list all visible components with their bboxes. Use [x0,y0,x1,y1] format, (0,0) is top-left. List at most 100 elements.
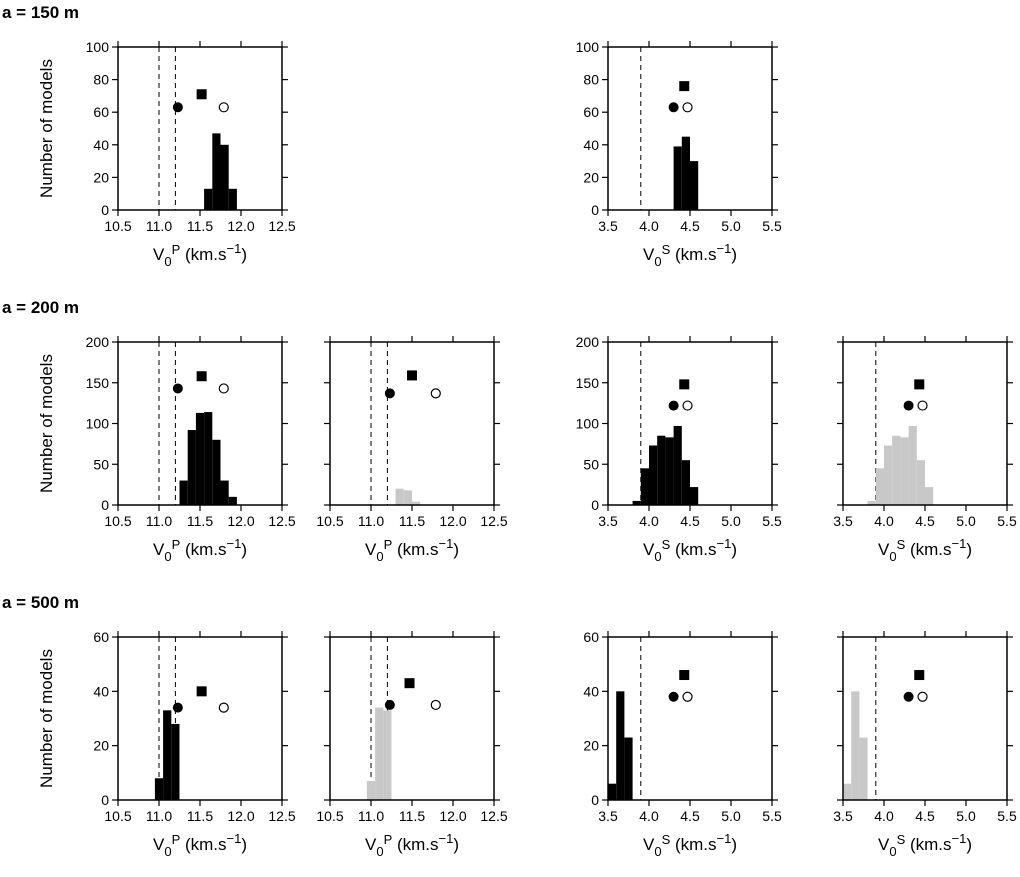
x-tick-label: 10.5 [316,808,343,824]
bar [673,146,682,210]
x-axis-label-part: ) [241,245,247,264]
x-tick-label: 11.5 [399,808,425,824]
x-axis-label: V0P (km.s−1) [365,536,459,564]
bar [228,188,237,210]
x-axis-label-part: −1 [227,536,242,551]
x-tick-label: 3.5 [598,513,618,529]
x-tick-label: 12.0 [227,218,254,234]
panel: 3.5 4.0 4.5 5.0 5.5 V0S (km.s−1) [833,631,1017,859]
marker-open-circle [218,102,229,113]
marker-filled-circle [903,691,914,702]
x-axis-label-part: V [878,835,890,854]
bar [220,144,229,210]
y-axis-label: Number of models [37,59,56,198]
bar [228,496,237,505]
x-axis-label-part: 0 [376,549,383,564]
x-axis-label-part: (km.s [670,835,716,854]
x-axis-label-part: V [153,540,165,559]
y-tick-label: 40 [93,137,109,153]
x-axis-label-part: (km.s [670,540,716,559]
marker-open-circle [917,691,928,702]
panel: 3.5 4.0 4.5 5.0 5.5 V0S (km.s−1) [833,336,1017,564]
x-tick-label: 11.0 [358,513,384,529]
y-tick-label: 40 [93,683,109,699]
x-axis-label-part: V [153,835,165,854]
bar [867,500,876,505]
x-tick-label: 12.5 [480,513,507,529]
x-tick-label: 4.5 [915,808,935,824]
bar [916,460,925,505]
x-tick-label: 5.0 [956,513,976,529]
x-tick-label: 5.0 [721,218,741,234]
bar [624,737,633,800]
x-tick-label: 12.0 [227,513,254,529]
bar [212,133,221,210]
frame [117,636,283,801]
y-tick-label: 20 [93,738,109,754]
bar [412,501,421,505]
x-axis-label-part: (km.s [180,835,226,854]
x-axis-label-part: −1 [439,536,454,551]
x-axis-label-part: S [897,832,906,847]
bar [195,412,205,505]
marker-square [196,686,207,697]
bar [403,490,412,505]
x-axis-label-part: −1 [439,831,454,846]
bar [179,480,188,505]
bar [608,783,617,800]
bar [657,435,666,505]
x-axis-label-part: 0 [654,549,661,564]
x-tick-label: 4.5 [915,513,935,529]
y-tick-label: 50 [583,456,599,472]
x-axis-label-part: P [384,537,393,552]
x-axis-label-part: 0 [164,254,171,269]
marker-filled-circle [903,400,914,411]
x-tick-label: 4.5 [680,513,700,529]
y-tick-label: 60 [583,629,599,645]
y-tick-label: 40 [583,137,599,153]
x-axis-label-part: −1 [227,241,242,256]
x-axis-label: V0P (km.s−1) [365,831,459,859]
bar [900,437,909,505]
row-title: a = 200 m [2,298,79,317]
bar [908,425,917,505]
bar [690,487,699,505]
x-axis-label-part: ) [453,835,459,854]
x-axis-label: V0P (km.s−1) [153,241,247,269]
bar [690,161,699,210]
x-axis-label-part: V [365,540,377,559]
marker-filled-circle [172,102,183,113]
x-axis-label-part: (km.s [670,245,716,264]
x-axis-label-part: S [662,537,671,552]
x-axis-label-part: ) [966,540,972,559]
x-axis-label-part: V [365,835,377,854]
x-axis-label-part: V [643,835,655,854]
x-axis-label-part: (km.s [392,835,438,854]
x-axis-label-part: 0 [654,254,661,269]
panel: 10.5 11.0 11.5 12.0 12.5 V0P (km.s−1) [316,336,508,564]
marker-open-circle [430,388,441,399]
y-tick-label: 80 [93,72,109,88]
frame [329,341,495,506]
marker-filled-circle [668,691,679,702]
x-axis-label: V0P (km.s−1) [153,536,247,564]
x-tick-label: 12.5 [268,513,295,529]
marker-square [679,670,690,681]
x-axis-label-part: (km.s [905,835,951,854]
bar [640,468,649,505]
frame [117,46,283,211]
marker-square [196,89,207,100]
bar [187,430,196,505]
x-axis-label-part: P [172,242,181,257]
y-tick-label: 20 [583,169,599,185]
marker-open-circle [917,400,928,411]
bar [892,435,901,505]
x-axis-label: V0S (km.s−1) [643,536,737,564]
x-axis-label-part: ) [241,540,247,559]
x-tick-label: 5.5 [762,513,782,529]
